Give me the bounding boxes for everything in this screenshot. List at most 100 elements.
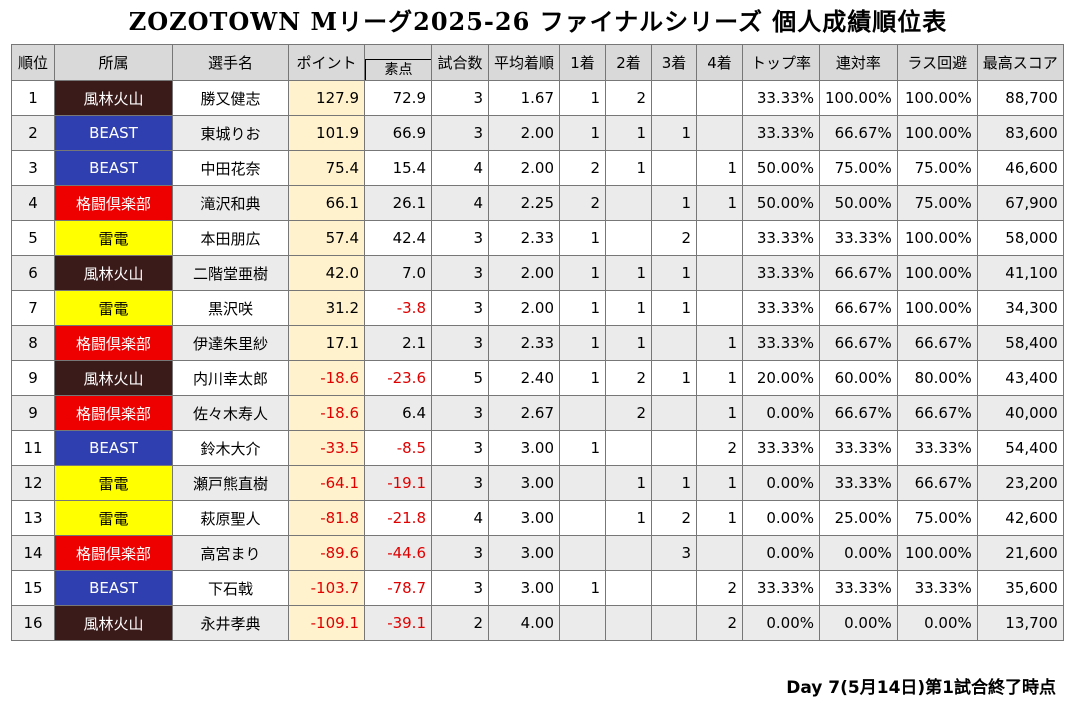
second-count-cell: 1 — [605, 465, 653, 501]
avg-place-cell: 3.00 — [487, 570, 561, 606]
games-cell: 4 — [431, 150, 489, 186]
second-count-cell: 1 — [605, 115, 653, 151]
header-row: 順位 所属 選手名 ポイント 素点 試合数 平均着順 1着 2着 3着 4着 ト… — [11, 44, 1064, 81]
table-row: 1 風林火山 勝又健志 127.9 72.9 3 1.67 1 2 33.33% 100.00% 10… — [11, 80, 1064, 116]
fourth-count-cell: 2 — [696, 605, 744, 641]
raw-score-cell: 6.4 — [364, 395, 432, 431]
first-count-cell: 1 — [559, 80, 607, 116]
player-name-cell: 中田花奈 — [172, 150, 289, 186]
fourth-count-cell — [696, 290, 744, 326]
rentai-rate-cell: 33.33% — [819, 430, 898, 466]
table-row: 3 BEAST 中田花奈 75.4 15.4 4 2.00 2 1 1 50.00% 75.00% 75… — [11, 150, 1064, 186]
high-score-cell: 54,400 — [976, 430, 1064, 466]
first-count-cell — [559, 535, 607, 571]
raw-score-cell: 66.9 — [364, 115, 432, 151]
second-count-cell: 1 — [605, 150, 653, 186]
raw-score-cell: -8.5 — [364, 430, 432, 466]
rank-cell: 5 — [11, 220, 55, 256]
avg-place-cell: 2.00 — [487, 115, 561, 151]
last-avoid-cell: 100.00% — [896, 535, 978, 571]
high-score-cell: 23,200 — [976, 465, 1064, 501]
header-rank: 順位 — [11, 44, 55, 81]
raw-score-cell: -78.7 — [364, 570, 432, 606]
fourth-count-cell: 2 — [696, 430, 744, 466]
fourth-count-cell: 2 — [696, 570, 744, 606]
header-avg-place: 平均着順 — [487, 44, 561, 81]
team-cell: 風林火山 — [54, 80, 173, 116]
last-avoid-cell: 33.33% — [896, 430, 978, 466]
first-count-cell: 2 — [559, 150, 607, 186]
fourth-count-cell: 1 — [696, 395, 744, 431]
player-name-cell: 瀬戸熊直樹 — [172, 465, 289, 501]
team-cell: 風林火山 — [54, 360, 173, 396]
second-count-cell: 2 — [605, 395, 653, 431]
fourth-count-cell: 1 — [696, 360, 744, 396]
avg-place-cell: 3.00 — [487, 430, 561, 466]
rank-cell: 13 — [11, 500, 55, 536]
header-last-avoid: ラス回避 — [896, 44, 978, 81]
games-cell: 3 — [431, 115, 489, 151]
second-count-cell — [605, 605, 653, 641]
rentai-rate-cell: 33.33% — [819, 465, 898, 501]
point-cell: 75.4 — [288, 150, 365, 186]
header-raw-score: 素点 — [364, 44, 432, 81]
third-count-cell: 1 — [651, 115, 698, 151]
table-row: 13 雷電 萩原聖人 -81.8 -21.8 4 3.00 1 2 1 0.00% 25.00% 75.… — [11, 500, 1064, 536]
team-cell: 雷電 — [54, 220, 173, 256]
fourth-count-cell: 1 — [696, 150, 744, 186]
point-cell: -33.5 — [288, 430, 365, 466]
point-cell: -18.6 — [288, 360, 365, 396]
table-row: 15 BEAST 下石戟 -103.7 -78.7 3 3.00 1 2 33.33% 33.33%… — [11, 570, 1064, 606]
fourth-count-cell — [696, 220, 744, 256]
high-score-cell: 58,000 — [976, 220, 1064, 256]
team-cell: BEAST — [54, 570, 173, 606]
third-count-cell: 2 — [651, 500, 698, 536]
games-cell: 3 — [431, 290, 489, 326]
high-score-cell: 83,600 — [976, 115, 1064, 151]
first-count-cell: 1 — [559, 570, 607, 606]
rentai-rate-cell: 33.33% — [819, 570, 898, 606]
team-cell: BEAST — [54, 430, 173, 466]
header-4th: 4着 — [696, 44, 744, 81]
rentai-rate-cell: 0.00% — [819, 535, 898, 571]
top-rate-cell: 33.33% — [742, 115, 821, 151]
header-point: ポイント — [288, 44, 365, 81]
second-count-cell: 2 — [605, 80, 653, 116]
first-count-cell: 1 — [559, 220, 607, 256]
last-avoid-cell: 66.67% — [896, 465, 978, 501]
games-cell: 5 — [431, 360, 489, 396]
player-name-cell: 下石戟 — [172, 570, 289, 606]
games-cell: 2 — [431, 605, 489, 641]
rentai-rate-cell: 66.67% — [819, 255, 898, 291]
player-name-cell: 萩原聖人 — [172, 500, 289, 536]
table-row: 14 格闘倶楽部 高宮まり -89.6 -44.6 3 3.00 3 0.00% 0.00% 100… — [11, 535, 1064, 571]
header-rentai-rate: 連対率 — [819, 44, 898, 81]
rentai-rate-cell: 66.67% — [819, 290, 898, 326]
avg-place-cell: 2.00 — [487, 290, 561, 326]
last-avoid-cell: 75.00% — [896, 150, 978, 186]
raw-score-cell: 26.1 — [364, 185, 432, 221]
games-cell: 3 — [431, 465, 489, 501]
rank-cell: 4 — [11, 185, 55, 221]
footer-note: Day 7(5月14日)第1試合終了時点 — [786, 678, 1056, 698]
point-cell: -109.1 — [288, 605, 365, 641]
first-count-cell — [559, 465, 607, 501]
rank-cell: 8 — [11, 325, 55, 361]
last-avoid-cell: 80.00% — [896, 360, 978, 396]
games-cell: 3 — [431, 325, 489, 361]
third-count-cell: 1 — [651, 465, 698, 501]
raw-score-cell: -3.8 — [364, 290, 432, 326]
third-count-cell — [651, 150, 698, 186]
team-cell: 雷電 — [54, 465, 173, 501]
point-cell: -89.6 — [288, 535, 365, 571]
top-rate-cell: 0.00% — [742, 395, 821, 431]
games-cell: 3 — [431, 570, 489, 606]
high-score-cell: 46,600 — [976, 150, 1064, 186]
raw-score-cell: 2.1 — [364, 325, 432, 361]
avg-place-cell: 4.00 — [487, 605, 561, 641]
avg-place-cell: 3.00 — [487, 465, 561, 501]
games-cell: 4 — [431, 185, 489, 221]
high-score-cell: 88,700 — [976, 80, 1064, 116]
avg-place-cell: 2.33 — [487, 220, 561, 256]
rank-cell: 12 — [11, 465, 55, 501]
